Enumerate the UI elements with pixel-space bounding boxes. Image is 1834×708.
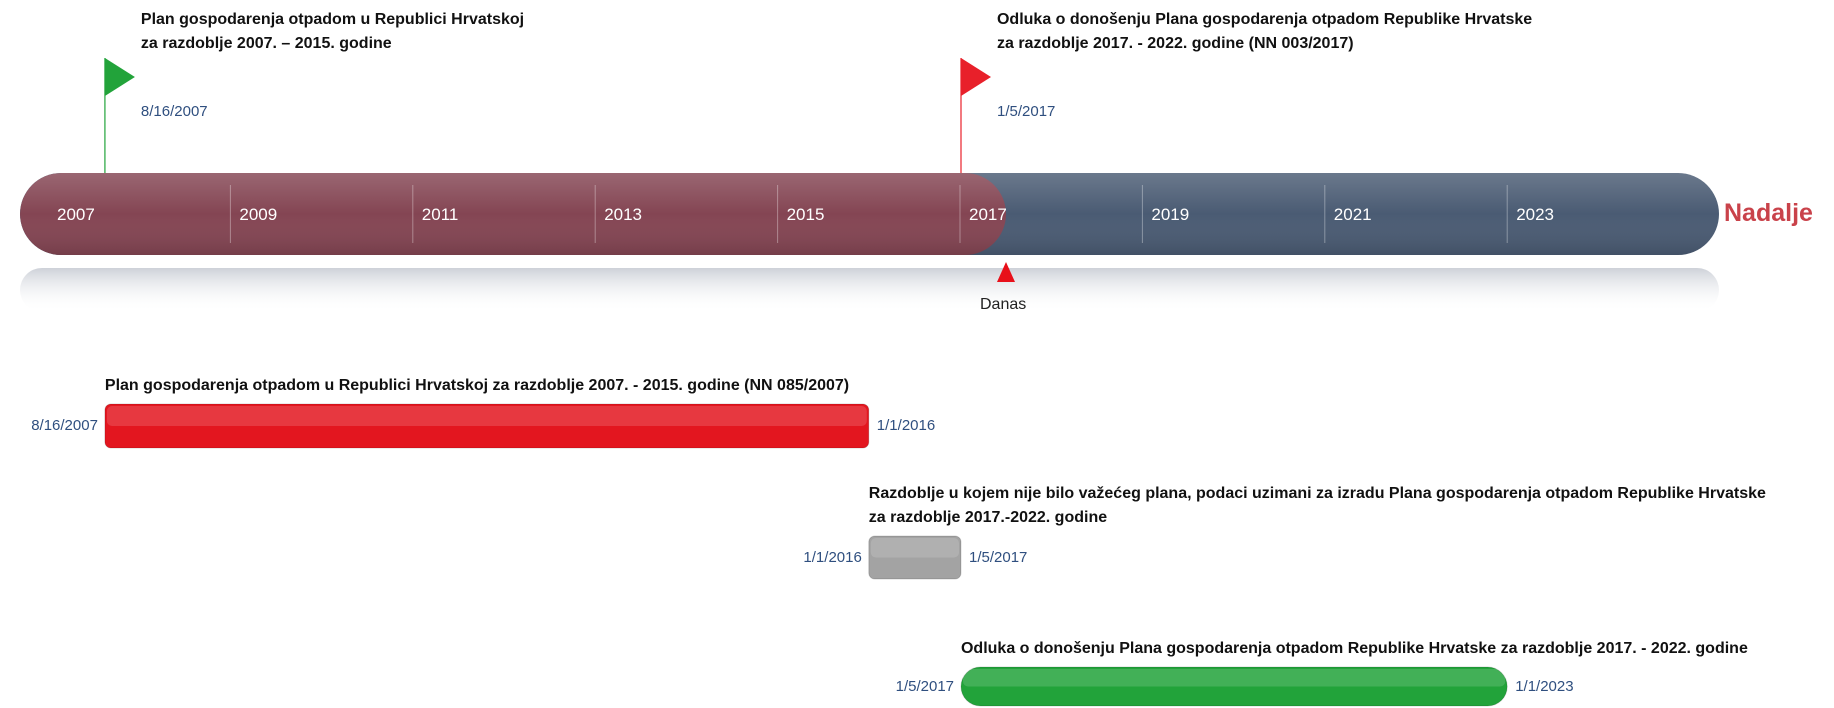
milestone-label: Plan gospodarenja otpadom u Republici Hr… (140, 11, 525, 52)
task-start: 1/5/2017 (895, 677, 954, 695)
task-end: 1/1/2023 (1515, 677, 1574, 695)
today-label: Danas (980, 296, 1027, 313)
year-label: 2017 (969, 205, 1007, 224)
task-bar-gloss (962, 669, 1506, 687)
task-bar (960, 666, 1508, 707)
task-label: Odluka o donošenju Plana gospodarenja ot… (960, 640, 1748, 657)
year-label: 2023 (1516, 205, 1555, 224)
year-label: 2021 (1333, 205, 1372, 224)
milestone-label: Odluka o donošenju Plana gospodarenja ot… (996, 11, 1533, 52)
task-bar (868, 535, 962, 580)
year-label: 2015 (786, 205, 825, 224)
task-label: Plan gospodarenja otpadom u Republici Hr… (104, 377, 850, 394)
task-bar-gloss (106, 406, 867, 426)
year-label: 2019 (1151, 205, 1190, 224)
task-start: 8/16/2007 (31, 417, 98, 434)
bar-gloss (20, 173, 1719, 255)
year-label: 2007 (57, 205, 95, 224)
task-label: Razdoblje u kojem nije bilo važećeg plan… (868, 485, 1766, 526)
year-label: 2013 (604, 205, 643, 224)
milestone-date: 8/16/2007 (140, 103, 208, 120)
year-label: 2011 (421, 205, 459, 224)
bar-reflection (20, 268, 1719, 312)
end-label: Nadalje (1724, 199, 1813, 227)
milestone-flag (960, 58, 991, 96)
task-end: 1/5/2017 (968, 548, 1028, 566)
milestone-flag (104, 58, 135, 96)
task-end: 1/1/2016 (876, 417, 936, 434)
year-label: 2009 (239, 205, 278, 224)
task-bar-gloss (870, 538, 959, 558)
task-start: 1/1/2016 (803, 548, 862, 566)
milestone-date: 1/5/2017 (996, 103, 1056, 120)
today-marker (997, 262, 1015, 282)
task-bar (104, 403, 870, 449)
